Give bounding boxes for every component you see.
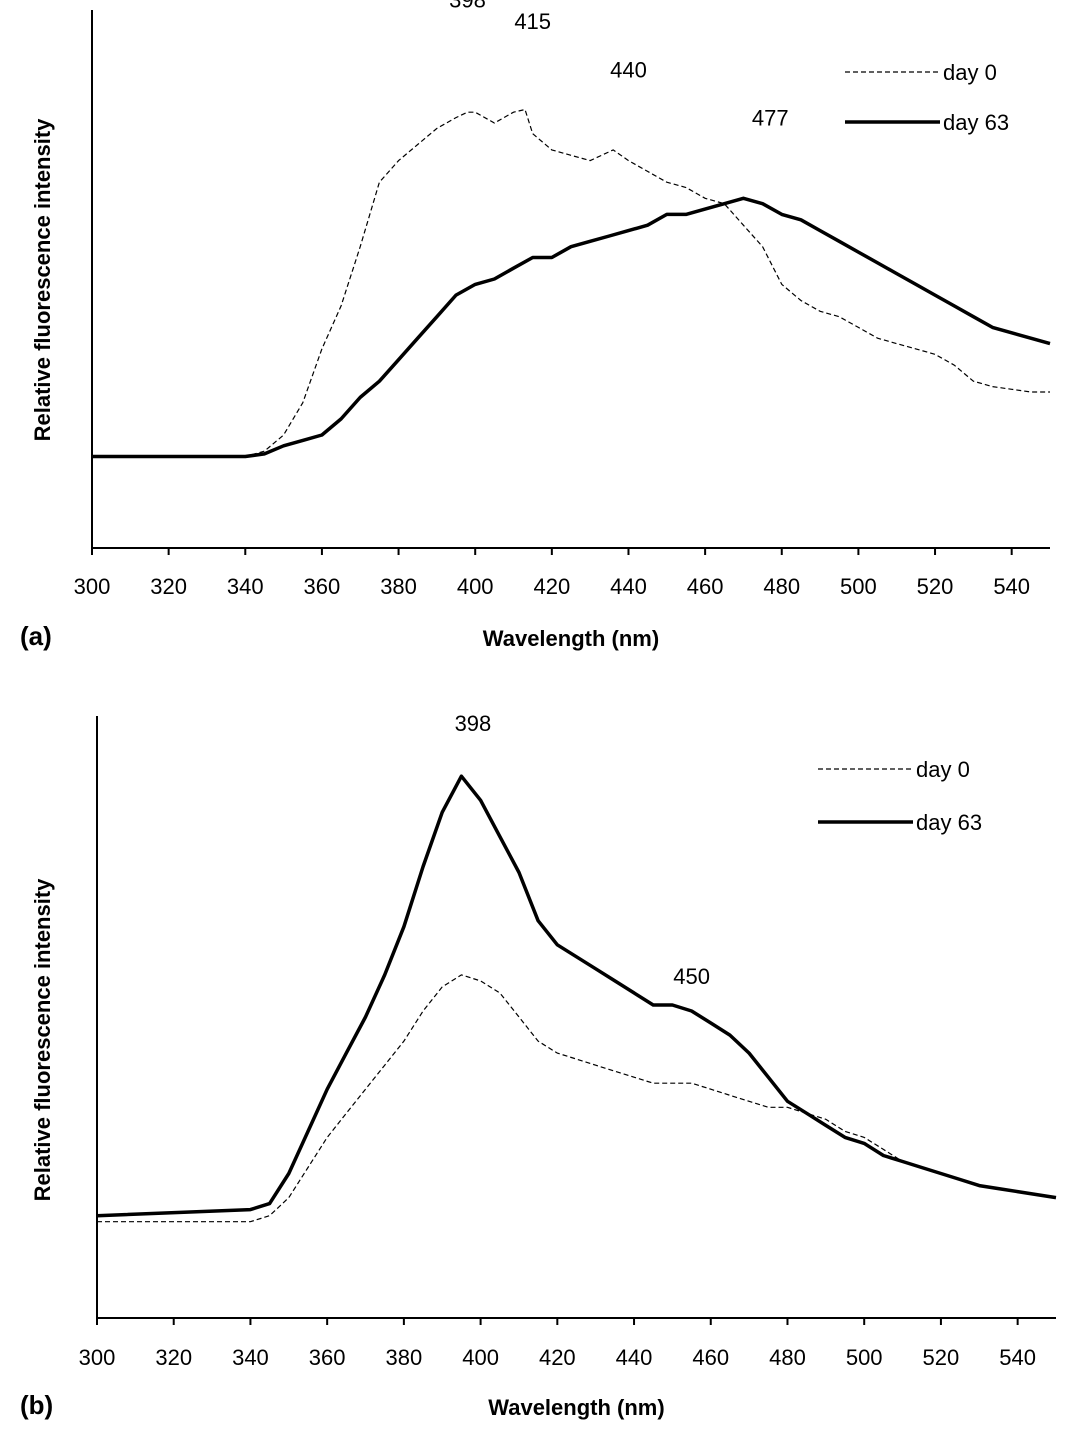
legend-label-day-0: day 0 [943,60,997,85]
x-tick-label: 460 [692,1345,729,1370]
x-tick-label: 440 [616,1345,653,1370]
peak-annotation: 477 [752,106,789,131]
x-axis-title: Wavelength (nm) [488,1395,664,1420]
x-tick-label: 400 [462,1345,499,1370]
series-line-day-0 [97,974,1057,1223]
x-tick-label: 360 [309,1345,346,1370]
y-axis-title: Relative fluorescence intensity [30,118,55,442]
series-line-day-63 [92,196,1051,459]
x-tick-label: 380 [386,1345,423,1370]
chart-panel-a: 300 320 340 360 380 400 420 440 460 480 500 520 540 W… [20,0,1051,651]
x-tick-label: 480 [763,574,800,599]
legend-label-day-0: day 0 [916,757,970,782]
peak-annotation: 450 [673,964,710,989]
peak-annotation: 398 [449,0,486,12]
x-tick-label: 340 [232,1345,269,1370]
x-tick-label: 420 [533,574,570,599]
legend: day 0 day 63 [845,60,1009,135]
x-tick-label: 360 [304,574,341,599]
x-tick-label: 520 [917,574,954,599]
x-tick-label: 340 [227,574,264,599]
chart-panel-b: 300 320 340 360 380 400 420 440 460 480 500 520 540 W… [20,711,1057,1420]
x-tick-label: 460 [687,574,724,599]
panel-label: (b) [20,1390,53,1420]
x-axis-title: Wavelength (nm) [483,626,659,651]
series-line-day-0 [92,108,1050,458]
x-tick-label: 420 [539,1345,576,1370]
x-tick-label: 500 [846,1345,883,1370]
legend: day 0 day 63 [818,757,982,835]
peak-annotation: 415 [514,9,551,34]
x-tick-label: 320 [150,574,187,599]
x-tick-label: 540 [993,574,1030,599]
peak-annotation: 440 [610,57,647,82]
peak-annotation: 398 [455,711,492,736]
legend-label-day-63: day 63 [943,110,1009,135]
x-tick-label: 480 [769,1345,806,1370]
x-tick-label: 320 [155,1345,192,1370]
x-tick-label: 380 [380,574,417,599]
x-tick-label: 440 [610,574,647,599]
x-tick-label: 540 [999,1345,1036,1370]
panel-label: (a) [20,621,52,651]
x-tick-label: 300 [79,1345,116,1370]
y-axis-title: Relative fluorescence intensity [30,878,55,1202]
x-tick-label: 500 [840,574,877,599]
series-line-day-63 [96,774,1057,1218]
x-tick-label: 520 [923,1345,960,1370]
legend-label-day-63: day 63 [916,810,982,835]
x-tick-label: 400 [457,574,494,599]
x-tick-label: 300 [74,574,111,599]
